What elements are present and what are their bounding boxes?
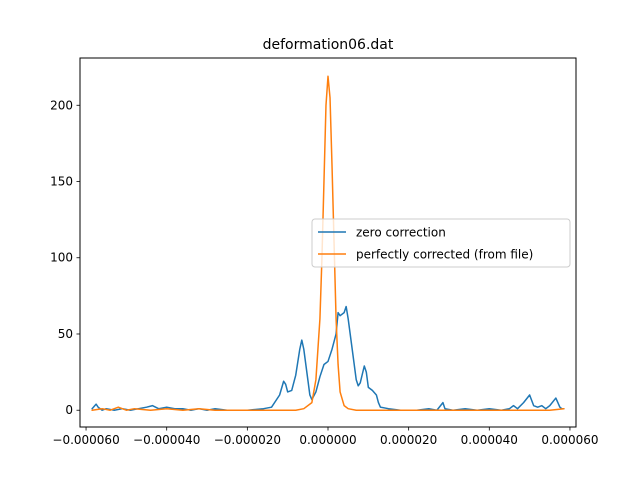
x-tick-label: −0.000060	[52, 433, 119, 447]
x-tick-label: 0.000040	[461, 433, 518, 447]
y-tick-label: 100	[50, 251, 73, 265]
y-tick-label: 200	[50, 98, 73, 112]
x-tick-label: −0.000020	[214, 433, 281, 447]
y-tick-label: 150	[50, 175, 73, 189]
series-line-1	[91, 305, 565, 411]
x-axis: −0.000060 −0.000040 −0.000020 0.000000 0.000…	[52, 427, 599, 447]
y-tick-label: 0	[65, 403, 73, 417]
legend-box	[311, 218, 571, 268]
series-line-2	[91, 75, 565, 411]
legend: zero correction perfectly corrected (from…	[311, 218, 571, 268]
x-tick-label: 0.000060	[541, 433, 598, 447]
x-tick-label: 0.000000	[299, 433, 356, 447]
x-tick-label: −0.000040	[133, 433, 200, 447]
x-tick-label: 0.000020	[380, 433, 437, 447]
legend-label: zero correction	[356, 226, 446, 240]
y-tick-label: 50	[58, 327, 73, 341]
chart-title: deformation06.dat	[263, 37, 394, 53]
legend-label: perfectly corrected (from file)	[356, 248, 533, 262]
y-axis: 0 50 100 150 200	[50, 98, 80, 417]
series-layer	[91, 75, 565, 411]
